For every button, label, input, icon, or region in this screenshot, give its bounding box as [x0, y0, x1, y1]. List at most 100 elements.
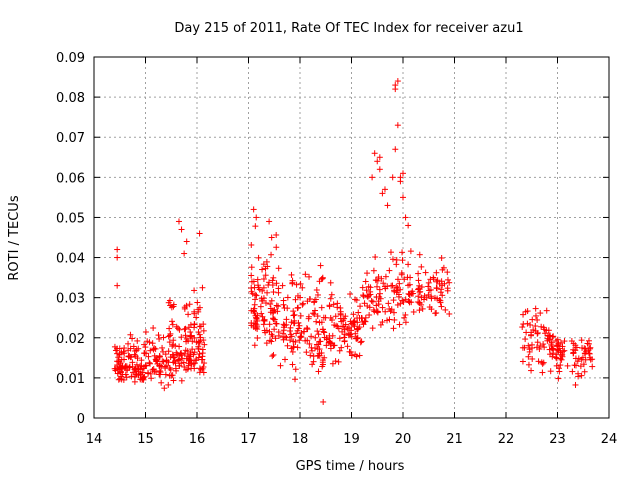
data-point	[444, 269, 451, 276]
y-tick-label: 0.01	[56, 372, 85, 387]
data-point	[519, 324, 526, 331]
data-point	[327, 314, 334, 321]
data-point	[254, 335, 261, 342]
data-point	[263, 340, 270, 347]
data-point	[308, 333, 315, 340]
data-point	[248, 272, 255, 279]
data-point	[437, 297, 444, 304]
data-point	[446, 310, 453, 317]
data-point	[369, 298, 376, 305]
data-point	[260, 321, 267, 328]
data-point	[529, 316, 536, 323]
data-point	[557, 362, 564, 369]
data-point	[271, 326, 278, 333]
data-point	[266, 328, 273, 335]
data-point	[142, 344, 149, 351]
data-point	[270, 274, 277, 281]
data-point	[406, 291, 413, 298]
data-point	[341, 337, 348, 344]
data-point	[128, 373, 135, 380]
data-point	[381, 186, 388, 193]
data-point	[268, 297, 275, 304]
data-point	[366, 304, 373, 311]
data-point	[408, 299, 415, 306]
data-point	[569, 368, 576, 375]
data-point	[401, 276, 408, 283]
data-point	[316, 319, 323, 326]
data-point	[304, 337, 311, 344]
data-point	[364, 302, 371, 309]
data-point	[575, 370, 582, 377]
data-point	[262, 300, 269, 307]
data-point	[406, 281, 413, 288]
data-point	[523, 329, 530, 336]
data-point	[525, 361, 532, 368]
data-point	[433, 309, 440, 316]
data-point	[311, 311, 318, 318]
data-point	[528, 367, 535, 374]
data-point	[416, 307, 423, 314]
y-tick-label: 0.04	[56, 252, 85, 267]
data-point	[182, 332, 189, 339]
data-point	[196, 323, 203, 330]
data-point	[183, 238, 190, 245]
chart-title: Day 215 of 2011, Rate Of TEC Index for r…	[174, 21, 523, 36]
data-point	[270, 351, 277, 358]
data-point	[152, 356, 159, 363]
data-point	[181, 250, 188, 257]
data-point	[149, 366, 156, 373]
data-point	[350, 321, 357, 328]
data-point	[182, 325, 189, 332]
data-point	[555, 375, 562, 382]
data-point	[296, 322, 303, 329]
data-point	[344, 343, 351, 350]
data-point	[532, 312, 539, 319]
data-point	[374, 277, 381, 284]
data-point	[311, 299, 318, 306]
data-point	[161, 385, 168, 392]
data-point	[548, 341, 555, 348]
data-point	[176, 356, 183, 363]
data-point	[370, 267, 377, 274]
data-point	[385, 300, 392, 307]
data-point	[181, 305, 188, 312]
data-point	[201, 341, 208, 348]
data-point	[298, 329, 305, 336]
data-point	[544, 337, 551, 344]
data-point	[369, 174, 376, 181]
data-point	[200, 369, 207, 376]
data-point	[119, 366, 126, 373]
data-point	[391, 288, 398, 295]
x-tick-label: 17	[240, 432, 257, 447]
data-point	[360, 321, 367, 328]
data-point	[586, 345, 593, 352]
data-point	[369, 325, 376, 332]
data-point	[370, 307, 377, 314]
data-point	[121, 345, 128, 352]
data-point	[270, 289, 277, 296]
x-tick-label: 16	[189, 432, 206, 447]
data-point	[415, 293, 422, 300]
data-point	[114, 282, 121, 289]
data-point	[388, 282, 395, 289]
data-point	[558, 352, 565, 359]
data-point	[394, 122, 401, 129]
data-point	[564, 362, 571, 369]
data-point	[382, 273, 389, 280]
data-point	[332, 313, 339, 320]
data-point	[387, 249, 394, 256]
data-point	[532, 323, 539, 330]
data-point	[397, 286, 404, 293]
data-point	[337, 311, 344, 318]
data-point	[156, 362, 163, 369]
data-point	[580, 361, 587, 368]
data-point	[162, 371, 169, 378]
data-point	[144, 369, 151, 376]
data-point	[135, 345, 142, 352]
data-point	[418, 284, 425, 291]
data-point	[553, 362, 560, 369]
data-point	[347, 348, 354, 355]
data-point	[248, 284, 255, 291]
data-point	[114, 358, 121, 365]
data-point	[170, 352, 177, 359]
